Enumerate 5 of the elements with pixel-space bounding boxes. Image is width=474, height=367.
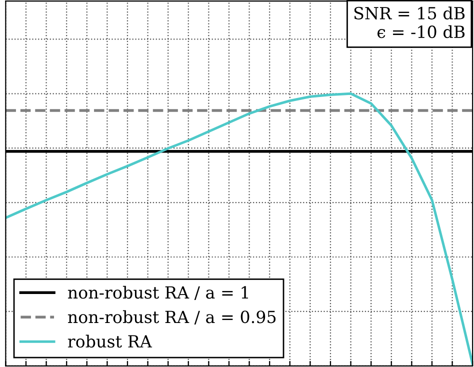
- text: ϵ = -10 dB: [377, 25, 465, 38]
- text: SNR = 15 dB: [354, 6, 465, 20]
- legend-label: non-robust RA / a = 0.95: [68, 310, 276, 325]
- legend-label: robust RA: [68, 334, 152, 348]
- legend-label: non-robust RA / a = 1: [68, 286, 248, 300]
